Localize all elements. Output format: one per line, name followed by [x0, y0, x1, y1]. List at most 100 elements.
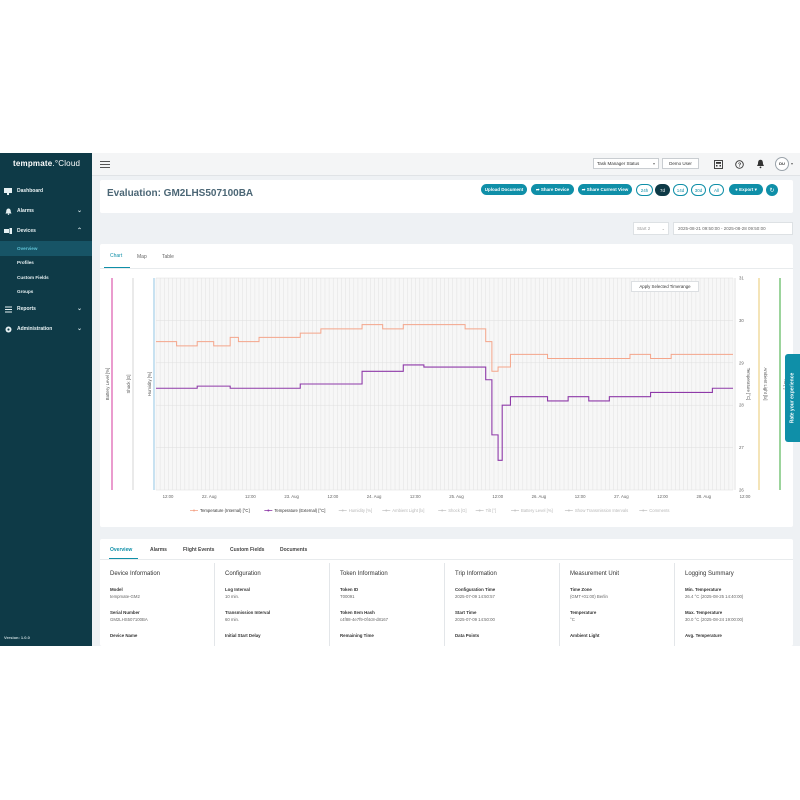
feedback-tab[interactable]: Rate your experience — [785, 354, 800, 442]
x-tick-label: 12:00 — [575, 494, 586, 499]
temperature-external-line — [156, 364, 733, 461]
legend-item[interactable]: Comments — [649, 508, 669, 513]
export-button[interactable]: ● Export ▾ — [729, 184, 763, 195]
field-label: Model — [110, 587, 123, 592]
field-value: c4f88-4e7f9-0f4c8-d8167 — [340, 617, 389, 622]
logo[interactable]: tempmate.°Cloud — [13, 159, 81, 168]
sidebar-subitem-groups[interactable]: Groups — [17, 289, 34, 295]
legend-marker-dot — [385, 509, 388, 512]
date-range-input[interactable]: 2025-08-21 09:50:00 - 2025-08-28 09:50:0… — [673, 222, 793, 235]
apply-timerange-button[interactable]: Apply Selected Timerange — [631, 281, 699, 292]
refresh-button[interactable]: ↻ — [766, 184, 778, 196]
field-value: GM2LHS507100BA — [110, 617, 148, 622]
bell-icon — [4, 207, 12, 215]
menu-icon[interactable] — [100, 161, 110, 168]
calculator-icon[interactable] — [712, 158, 724, 170]
field-value: tempmate-GM2 — [110, 594, 140, 599]
legend-item[interactable]: Humidity [%] — [349, 508, 373, 513]
range-24h-button[interactable]: 24h — [636, 184, 653, 196]
legend-item[interactable]: Temperature (Internal) [°C] — [200, 508, 250, 513]
tab-table[interactable]: Table — [162, 254, 174, 260]
x-tick-label: 28. Aug — [696, 494, 711, 499]
sidebar-item-administration[interactable]: Administration ⌄ — [0, 319, 92, 339]
sidebar-item-reports[interactable]: Reports ⌄ — [0, 299, 92, 319]
y-axis-title: Battery Level [%] — [105, 368, 110, 400]
field-label: Start Time — [455, 610, 477, 615]
share-device-button[interactable]: ➦ Share Device — [531, 184, 574, 195]
legend-item[interactable]: Show Transmission Intervals — [575, 508, 628, 513]
sidebar-subitem-overview[interactable]: Overview — [0, 241, 92, 256]
x-tick-label: 26. Aug — [532, 494, 547, 499]
chart-card: Chart Map Table Battery Level [%] Shock [… — [100, 244, 793, 527]
sidebar-item-devices[interactable]: Devices ⌃ — [0, 221, 92, 241]
range-7d-button[interactable]: 7d — [655, 184, 670, 196]
range-all-button[interactable]: All — [709, 184, 724, 196]
sidebar-subitem-profiles[interactable]: Profiles — [17, 260, 34, 266]
sidebar-subitem-custom-fields[interactable]: Custom Fields — [17, 274, 49, 280]
chevron-down-icon: ⌄ — [76, 208, 82, 214]
measurement-unit-column: Measurement Unit Time Zone (GMT+01:00) B… — [560, 563, 675, 646]
export-icon: ● — [735, 187, 740, 192]
x-tick-label: 25. Aug — [449, 494, 464, 499]
field-label: Initial Start Delay — [225, 633, 261, 638]
start-select[interactable]: Start 2 ⌄ — [633, 222, 669, 235]
y-axis-title: Shock [G] — [126, 375, 131, 394]
column-title: Trip Information — [455, 571, 497, 577]
field-label: Token Item Hash — [340, 610, 375, 615]
upload-document-button[interactable]: Upload Document — [481, 184, 527, 195]
tab-flight-events[interactable]: Flight Events — [183, 547, 215, 553]
share-icon: ➦ — [535, 186, 541, 192]
tab-chart[interactable]: Chart — [110, 253, 123, 259]
range-30d-button[interactable]: 30d — [691, 184, 706, 196]
chevron-down-icon: ⌄ — [76, 306, 82, 312]
device-information-column: Device Information Model tempmate-GM2 Se… — [100, 563, 215, 646]
active-tab-indicator — [104, 267, 130, 268]
field-value: 30.0 °C (2025-08-24 19:00:00) — [685, 617, 744, 622]
tabs-divider — [100, 268, 793, 269]
share-current-view-button[interactable]: ➦ Share Current View — [578, 184, 632, 195]
x-tick-label: 12:00 — [657, 494, 668, 499]
x-tick-label: 24. Aug — [367, 494, 382, 499]
legend-marker-dot — [193, 509, 195, 512]
tab-overview[interactable]: Overview — [110, 547, 133, 553]
tab-map[interactable]: Map — [137, 254, 147, 260]
top-bar: Task Manager Status ▾ Demo User ? DU ▾ — [92, 153, 800, 176]
range-14d-button[interactable]: 14d — [673, 184, 688, 196]
field-value: 26.4 °C (2025-08-25 14:40:00) — [685, 594, 744, 599]
legend-item[interactable]: Ambient Light [lx] — [392, 508, 424, 513]
x-tick-label: 12:00 — [245, 494, 256, 499]
sidebar-item-alarms[interactable]: Alarms ⌄ — [0, 201, 92, 221]
help-icon[interactable]: ? — [733, 158, 745, 170]
legend-item[interactable]: Battery Level [%] — [521, 508, 553, 513]
x-tick-label: 12:00 — [410, 494, 421, 499]
tab-custom-fields[interactable]: Custom Fields — [230, 547, 265, 553]
reports-icon — [4, 305, 12, 313]
y-tick-label: 31 — [739, 276, 744, 281]
info-card: Overview Alarms Flight Events Custom Fie… — [100, 539, 793, 646]
y-tick-label: 28 — [739, 403, 744, 408]
tab-documents[interactable]: Documents — [280, 547, 308, 553]
legend-item[interactable]: Tilt [°] — [486, 508, 497, 513]
x-tick-label: 23. Aug — [284, 494, 299, 499]
x-tick-label: 27. Aug — [614, 494, 629, 499]
x-tick-label: 12:00 — [492, 494, 503, 499]
user-button[interactable]: Demo User — [662, 158, 699, 169]
legend-marker-dot — [267, 509, 270, 512]
gear-icon — [4, 325, 12, 333]
chart[interactable]: Battery Level [%] Shock [G] Humidity [%] Te… — [100, 272, 793, 524]
field-value: T00091 — [340, 594, 355, 599]
x-tick-label: 12:00 — [163, 494, 174, 499]
column-title: Token Information — [340, 571, 388, 577]
legend-item[interactable]: Shock [G] — [448, 508, 466, 513]
chevron-down-icon[interactable]: ▾ — [791, 161, 794, 166]
avatar[interactable]: DU — [775, 157, 789, 171]
legend-item[interactable]: Temperature (External) [°C] — [274, 508, 325, 513]
chevron-up-icon: ⌃ — [76, 228, 82, 234]
sidebar-nav: Dashboard Alarms ⌄ Devices ⌃ Overview Pr… — [0, 181, 92, 339]
tab-alarms[interactable]: Alarms — [150, 547, 167, 553]
sidebar-item-dashboard[interactable]: Dashboard — [0, 181, 92, 201]
task-manager-select[interactable]: Task Manager Status ▾ — [593, 158, 659, 169]
field-value: 10 min. — [225, 594, 240, 599]
field-value: (GMT+01:00) Berlin — [570, 594, 608, 599]
notification-bell-icon[interactable] — [754, 158, 766, 170]
